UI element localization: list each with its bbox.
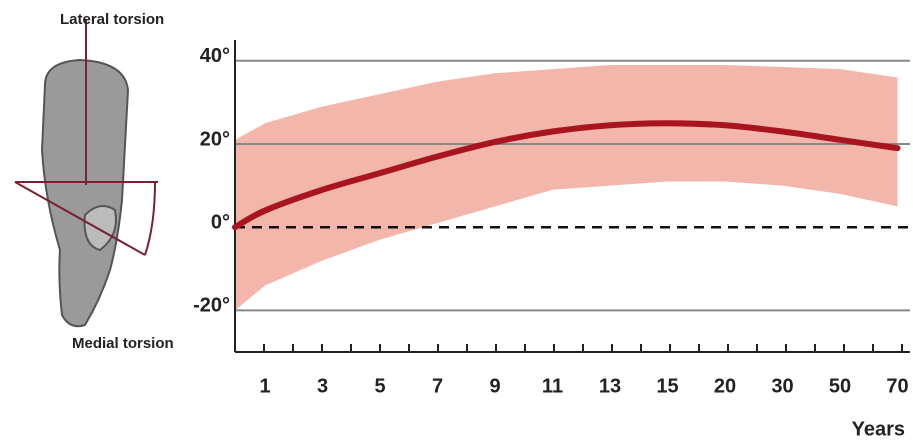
- x-tick-label: 70: [886, 375, 908, 397]
- y-tick-label: 0°: [211, 211, 230, 233]
- chart: Lateral torsion Medial torsion Years 40°…: [0, 0, 913, 445]
- x-tick-label: 1: [259, 375, 270, 397]
- x-tick-label: 13: [599, 375, 621, 397]
- x-tick-label: 3: [317, 375, 328, 397]
- y-tick-label: 20°: [200, 128, 230, 150]
- y-tick-label: 40°: [200, 45, 230, 67]
- x-tick-label: 30: [771, 375, 793, 397]
- foot-illustration: [15, 20, 158, 326]
- x-tick-label: 11: [542, 375, 563, 397]
- x-tick-label: 15: [656, 375, 678, 397]
- annotation: Medial torsion: [72, 335, 174, 352]
- annotation: Lateral torsion: [60, 11, 164, 28]
- x-axis-label: Years: [852, 418, 905, 440]
- x-tick-label: 20: [714, 375, 736, 397]
- x-tick-label: 50: [829, 375, 851, 397]
- x-tick-label: 7: [432, 375, 443, 397]
- x-tick-label: 5: [374, 375, 385, 397]
- y-tick-label: -20°: [193, 295, 230, 317]
- x-tick-label: 9: [489, 375, 500, 397]
